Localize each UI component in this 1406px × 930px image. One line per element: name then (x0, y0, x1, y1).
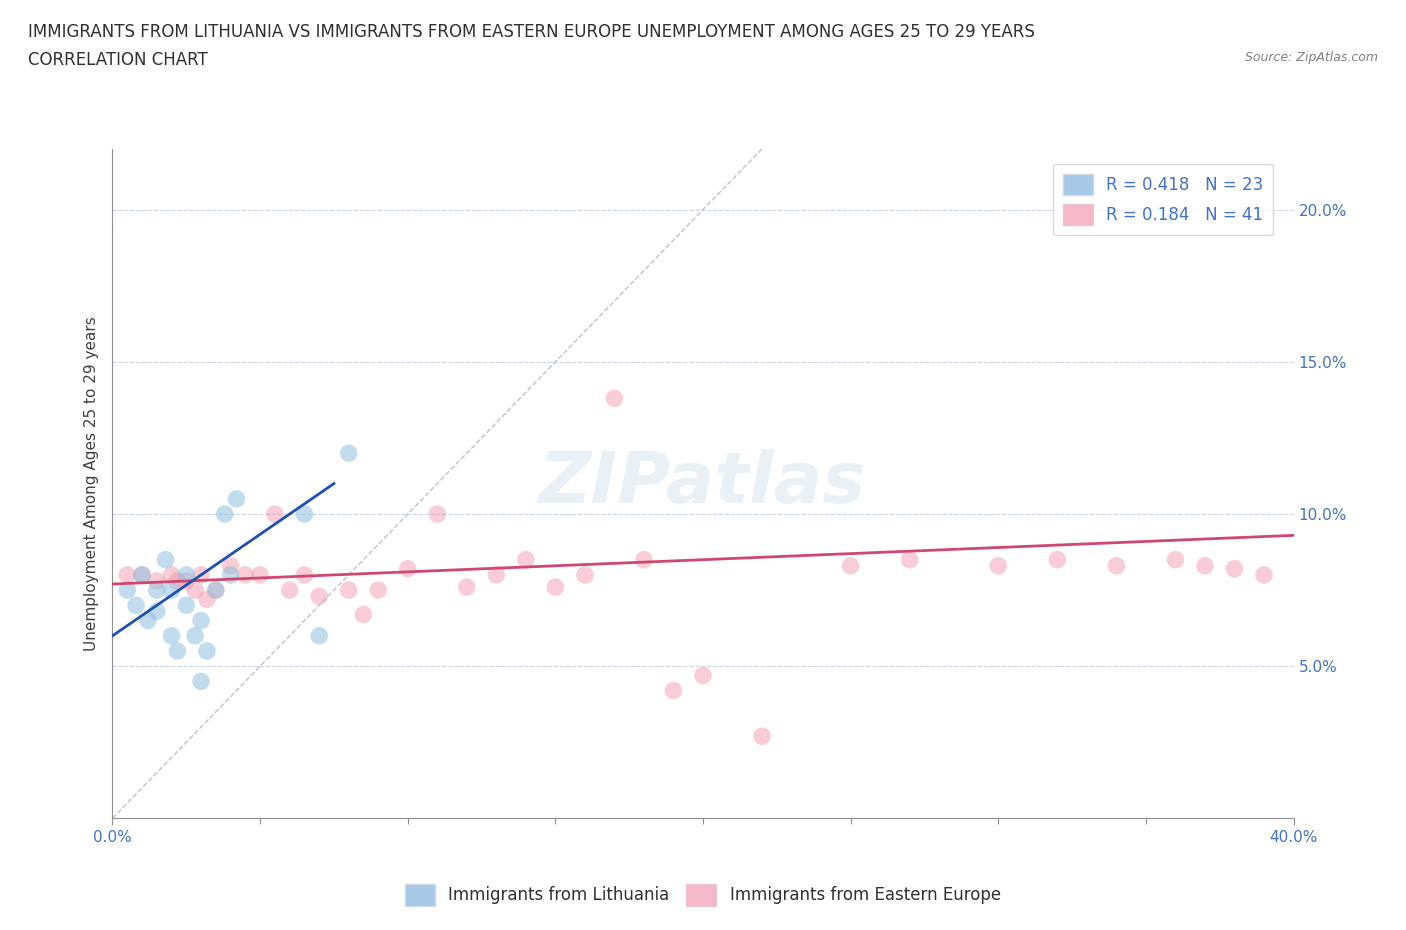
Point (1194, 558, 1216, 573)
Point (292, 567, 315, 582)
Point (1223, 562, 1246, 577)
Point (190, 674, 212, 689)
Point (155, 552, 177, 567)
Point (278, 583, 301, 598)
Point (184, 583, 207, 598)
Point (219, 567, 242, 582)
Point (426, 507, 449, 522)
Point (574, 567, 596, 582)
Point (205, 583, 228, 598)
Point (117, 583, 138, 598)
Point (485, 567, 508, 582)
Point (515, 552, 537, 567)
Point (190, 567, 212, 582)
Text: ZIPatlas: ZIPatlas (540, 449, 866, 518)
Point (219, 558, 242, 573)
Point (233, 567, 256, 582)
Point (131, 567, 153, 582)
Point (308, 629, 330, 644)
Point (174, 574, 197, 589)
Legend: Immigrants from Lithuania, Immigrants from Eastern Europe: Immigrants from Lithuania, Immigrants fr… (398, 878, 1008, 912)
Point (249, 567, 271, 582)
Point (125, 598, 148, 613)
Point (839, 558, 862, 573)
Point (174, 567, 197, 582)
Point (117, 567, 138, 582)
Point (308, 589, 330, 604)
Point (1253, 567, 1275, 582)
Point (146, 574, 169, 589)
Point (751, 729, 773, 744)
Point (367, 583, 389, 598)
Point (337, 583, 360, 598)
Point (337, 445, 360, 460)
Point (160, 567, 183, 582)
Point (166, 574, 188, 589)
Point (174, 598, 197, 613)
Point (195, 644, 218, 658)
Point (292, 507, 315, 522)
Point (544, 579, 567, 594)
Point (190, 613, 212, 628)
Point (662, 684, 685, 698)
Point (987, 558, 1010, 573)
Y-axis label: Unemployment Among Ages 25 to 29 years: Unemployment Among Ages 25 to 29 years (83, 316, 98, 651)
Point (692, 668, 714, 683)
Point (264, 507, 287, 522)
Point (1164, 552, 1187, 567)
Point (898, 552, 921, 567)
Point (205, 583, 228, 598)
Point (184, 629, 207, 644)
Point (352, 607, 374, 622)
Point (1046, 552, 1069, 567)
Point (195, 591, 218, 606)
Point (456, 579, 478, 594)
Point (160, 583, 183, 598)
Point (166, 644, 188, 658)
Point (1105, 558, 1128, 573)
Point (136, 613, 159, 628)
Point (603, 391, 626, 405)
Point (633, 552, 655, 567)
Point (160, 629, 183, 644)
Point (214, 507, 236, 522)
Point (225, 491, 247, 506)
Text: IMMIGRANTS FROM LITHUANIA VS IMMIGRANTS FROM EASTERN EUROPE UNEMPLOYMENT AMONG A: IMMIGRANTS FROM LITHUANIA VS IMMIGRANTS … (28, 23, 1035, 41)
Point (396, 562, 419, 577)
Text: Source: ZipAtlas.com: Source: ZipAtlas.com (1244, 51, 1378, 64)
Legend: R = 0.418   N = 23, R = 0.184   N = 41: R = 0.418 N = 23, R = 0.184 N = 41 (1053, 164, 1274, 235)
Text: CORRELATION CHART: CORRELATION CHART (28, 51, 208, 69)
Point (131, 567, 153, 582)
Point (146, 583, 169, 598)
Point (146, 604, 169, 618)
